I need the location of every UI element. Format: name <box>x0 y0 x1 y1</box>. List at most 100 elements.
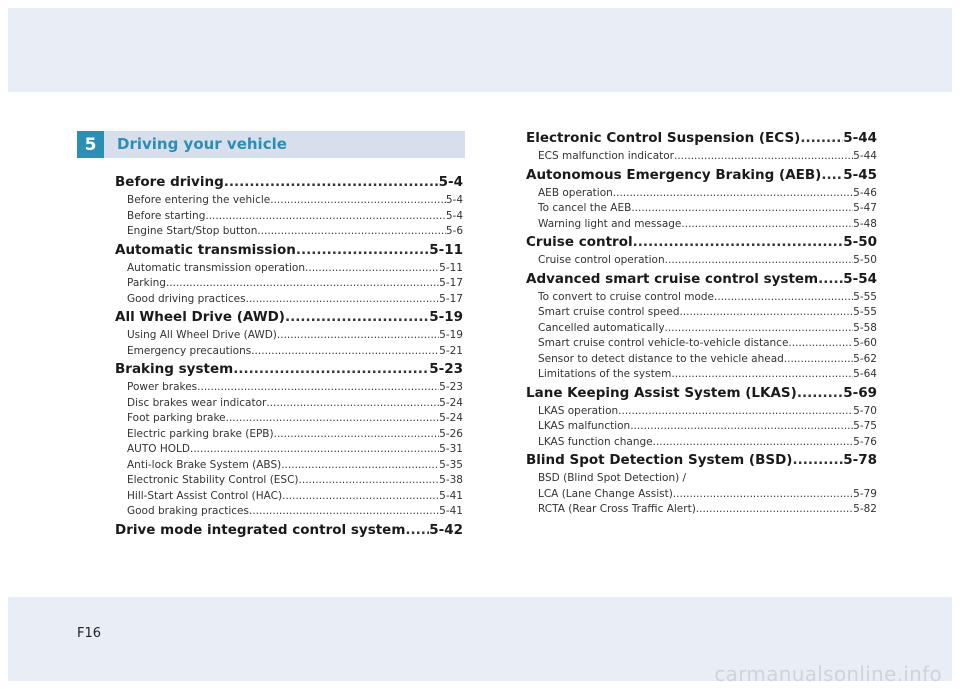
toc-section-title: Braking system <box>115 361 234 377</box>
toc-entry-lkas-operation[interactable]: LKAS operation 5-70 <box>526 404 877 420</box>
toc-page-number: 5-19 <box>439 329 463 341</box>
toc-entry-title: Foot parking brake <box>127 412 226 424</box>
toc-page-number: 5-62 <box>853 352 877 365</box>
dot-leader <box>233 359 429 380</box>
toc-page-number: 5-70 <box>853 404 877 417</box>
toc-entry-anti-lock-brake-system-abs[interactable]: Anti-lock Brake System (ABS) 5-35 <box>115 458 463 474</box>
toc-page-number: 5-31 <box>439 443 463 455</box>
toc-entry-title: Electric parking brake (EPB) <box>127 427 274 440</box>
toc-section-before-driving[interactable]: Before driving 5-4 <box>115 172 463 193</box>
toc-page-number: 5-42 <box>429 521 463 538</box>
toc-section-electronic-control-suspension-ecs[interactable]: Electronic Control Suspension (ECS) 5-44 <box>526 128 877 149</box>
toc-section-cruise-control[interactable]: Cruise control 5-50 <box>526 232 877 253</box>
toc-page-number: 5-41 <box>439 505 463 517</box>
toc-section-title: Automatic transmission <box>115 241 296 258</box>
toc-entry-disc-brakes-wear-indicator[interactable]: Disc brakes wear indicator 5-24 <box>115 396 463 412</box>
toc-entry-smart-cruise-control-vehicle-to-vehicle-distance[interactable]: Smart cruise control vehicle-to-vehicle … <box>526 336 877 352</box>
toc-entry-title: Good driving practices <box>127 292 246 305</box>
toc-page-number: 5-79 <box>853 487 877 500</box>
toc-section-advanced-smart-cruise-control-system[interactable]: Advanced smart cruise control system 5-54 <box>526 269 877 290</box>
toc-page-number: 5-69 <box>843 384 877 401</box>
dot-leader <box>674 149 853 165</box>
toc-entry-title: Hill-Start Assist Control (HAC) <box>127 489 283 502</box>
toc-entry-auto-hold[interactable]: AUTO HOLD 5-31 <box>115 442 463 458</box>
dot-leader <box>681 217 853 233</box>
toc-entry-title: Good braking practices <box>127 505 249 517</box>
toc-section-title: Advanced smart cruise control system <box>526 270 819 287</box>
dot-leader <box>305 261 439 277</box>
toc-entry-bsd-blind-spot-detection[interactable]: BSD (Blind Spot Detection) / <box>526 471 877 487</box>
toc-entry-engine-start-stop-button[interactable]: Engine Start/Stop button 5-6 <box>115 224 463 240</box>
toc-entry-smart-cruise-control-speed[interactable]: Smart cruise control speed 5-55 <box>526 305 877 321</box>
toc-entry-title: Cancelled automatically <box>538 321 665 334</box>
toc-entry-parking[interactable]: Parking 5-17 <box>115 276 463 292</box>
dot-leader <box>197 380 439 396</box>
toc-entry-cancelled-automatically[interactable]: Cancelled automatically 5-58 <box>526 321 877 337</box>
toc-entry-good-braking-practices[interactable]: Good braking practices 5-41 <box>115 504 463 520</box>
dot-leader <box>613 186 853 202</box>
toc-entry-title: Automatic transmission operation <box>127 261 306 274</box>
toc-section-blind-spot-detection-system-bsd[interactable]: Blind Spot Detection System (BSD) 5-78 <box>526 450 877 471</box>
toc-entry-lkas-function-change[interactable]: LKAS function change 5-76 <box>526 435 877 451</box>
toc-entry-emergency-precautions[interactable]: Emergency precautions 5-21 <box>115 344 463 360</box>
toc-page-number: 5-54 <box>843 270 877 287</box>
toc-entry-ecs-malfunction-indicator[interactable]: ECS malfunction indicator 5-44 <box>526 149 877 165</box>
toc-entry-using-all-wheel-drive-awd[interactable]: Using All Wheel Drive (AWD) 5-19 <box>115 328 463 344</box>
toc-entry-warning-light-and-message[interactable]: Warning light and message 5-48 <box>526 217 877 233</box>
toc-page-number: 5-11 <box>439 261 463 274</box>
toc-entry-title: ECS malfunction indicator <box>538 150 674 162</box>
toc-entry-limitations-of-the-system[interactable]: Limitations of the system 5-64 <box>526 367 877 383</box>
toc-entry-title: Before entering the vehicle <box>127 194 271 206</box>
toc-entry-title: Before starting <box>127 209 206 222</box>
toc-section-drive-mode-integrated-control-system[interactable]: Drive mode integrated control system 5-42 <box>115 520 463 541</box>
toc-page-number: 5-50 <box>853 254 877 266</box>
toc-page-number: 5-11 <box>429 241 463 258</box>
toc-entry-automatic-transmission-operation[interactable]: Automatic transmission operation 5-11 <box>115 261 463 277</box>
toc-entry-sensor-to-detect-distance-to-the-vehicle-ahead[interactable]: Sensor to detect distance to the vehicle… <box>526 352 877 368</box>
toc-page-number: 5-19 <box>429 309 463 325</box>
toc-entry-rcta-rear-cross-traffic-alert[interactable]: RCTA (Rear Cross Traffic Alert) 5-82 <box>526 502 877 518</box>
dot-leader <box>665 253 854 269</box>
toc-section-braking-system[interactable]: Braking system 5-23 <box>115 359 463 380</box>
toc-entry-foot-parking-brake[interactable]: Foot parking brake 5-24 <box>115 411 463 427</box>
toc-entry-title: Sensor to detect distance to the vehicle… <box>538 352 784 365</box>
footer-band <box>8 597 952 681</box>
toc-section-title: Before driving <box>115 174 224 190</box>
toc-page-number: 5-23 <box>439 381 463 393</box>
toc-section-title: Cruise control <box>526 234 633 250</box>
toc-section-lane-keeping-assist-system-lkas[interactable]: Lane Keeping Assist System (LKAS) 5-69 <box>526 383 877 404</box>
toc-entry-hill-start-assist-control-hac[interactable]: Hill-Start Assist Control (HAC) 5-41 <box>115 489 463 505</box>
toc-entry-good-driving-practices[interactable]: Good driving practices 5-17 <box>115 292 463 308</box>
toc-entry-power-brakes[interactable]: Power brakes 5-23 <box>115 380 463 396</box>
toc-right-column: Electronic Control Suspension (ECS)5-44E… <box>526 128 877 518</box>
toc-section-autonomous-emergency-braking-aeb[interactable]: Autonomous Emergency Braking (AEB) 5-45 <box>526 165 877 186</box>
toc-entry-before-entering-the-vehicle[interactable]: Before entering the vehicle 5-4 <box>115 193 463 209</box>
dot-leader <box>282 489 439 505</box>
toc-entry-to-convert-to-cruise-control-mode[interactable]: To convert to cruise control mode 5-55 <box>526 290 877 306</box>
toc-section-all-wheel-drive-awd[interactable]: All Wheel Drive (AWD) 5-19 <box>115 307 463 328</box>
toc-page-number: 5-45 <box>843 166 877 183</box>
toc-entry-title: LKAS function change <box>538 435 653 448</box>
toc-page-number: 5-55 <box>853 290 877 303</box>
dot-leader <box>633 232 844 253</box>
toc-section-title: Electronic Control Suspension (ECS) <box>526 130 801 146</box>
toc-entry-aeb-operation[interactable]: AEB operation 5-46 <box>526 186 877 202</box>
toc-entry-cruise-control-operation[interactable]: Cruise control operation 5-50 <box>526 253 877 269</box>
toc-entry-title: LKAS operation <box>538 404 619 417</box>
toc-entry-title: Disc brakes wear indicator <box>127 396 267 409</box>
toc-entry-title: Smart cruise control speed <box>538 306 680 318</box>
dot-leader <box>257 224 445 240</box>
toc-entry-lkas-malfunction[interactable]: LKAS malfunction 5-75 <box>526 419 877 435</box>
toc-section-automatic-transmission[interactable]: Automatic transmission 5-11 <box>115 240 463 261</box>
toc-entry-title: Parking <box>127 277 166 289</box>
chapter-header: 5 Driving your vehicle <box>77 131 465 158</box>
toc-entry-before-starting[interactable]: Before starting 5-4 <box>115 209 463 225</box>
toc-entry-lca-lane-change-assist[interactable]: LCA (Lane Change Assist) 5-79 <box>526 487 877 503</box>
toc-entry-to-cancel-the-aeb[interactable]: To cancel the AEB 5-47 <box>526 201 877 217</box>
toc-entry-electric-parking-brake-epb[interactable]: Electric parking brake (EPB) 5-26 <box>115 427 463 443</box>
toc-entry-electronic-stability-control-esc[interactable]: Electronic Stability Control (ESC) 5-38 <box>115 473 463 489</box>
dot-leader <box>631 201 853 217</box>
toc-page-number: 5-41 <box>439 489 463 502</box>
toc-page-number: 5-60 <box>853 337 877 349</box>
dot-leader <box>630 419 853 435</box>
